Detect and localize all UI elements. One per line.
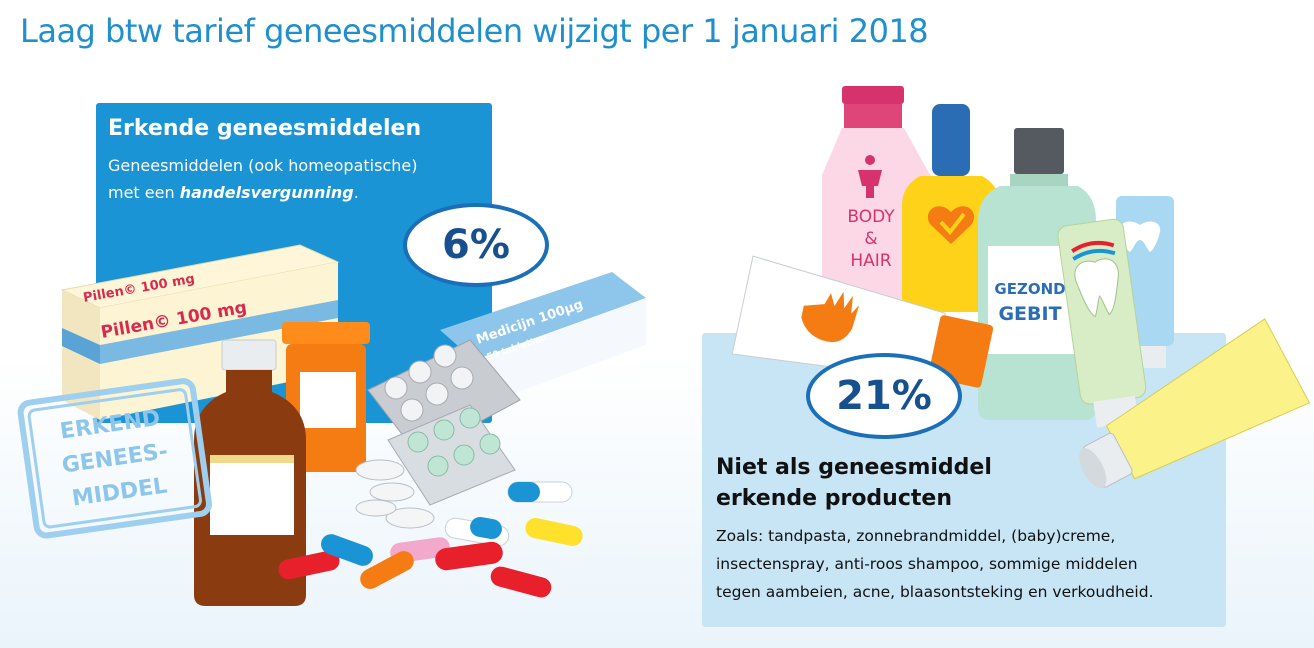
mouthwash-label-line-1: GEZOND	[994, 280, 1065, 298]
bottle-label-line-2: &	[864, 229, 877, 249]
pill-box-illustration: Pillen© 100 mg Pillen© 100 mg	[60, 244, 340, 420]
right-desc-line-2: insectenspray, anti-roos shampoo, sommig…	[716, 555, 1138, 573]
desc-line-2-suffix: .	[353, 183, 359, 202]
non-medicine-products-heading: Niet als geneesmiddel erkende producten	[716, 452, 1096, 514]
toothpaste-tube-illustration	[1057, 218, 1147, 428]
heading-line-1: Niet als geneesmiddel	[716, 455, 992, 480]
bottle-label-line-3: HAIR	[850, 251, 891, 271]
non-medicine-products-description: Zoals: tandpasta, zonnebrandmiddel, (bab…	[716, 522, 1226, 606]
medicine-box-illustration: Medicijn 100µg 50 tabletten	[440, 272, 646, 408]
desc-emphasis: handelsvergunning	[179, 183, 354, 202]
heading-line-2: erkende producten	[716, 486, 952, 511]
sunscreen-bottle-illustration	[902, 104, 1000, 312]
blister-pack-illustration	[367, 339, 521, 506]
yellow-cream-tube-illustration	[1079, 318, 1311, 489]
desc-line-2-prefix: met een	[108, 183, 180, 202]
right-desc-line-1: Zoals: tandpasta, zonnebrandmiddel, (bab…	[716, 527, 1116, 545]
stamp-line-2: GENEES-	[60, 439, 169, 479]
high-vat-rate-badge: 21%	[806, 353, 962, 439]
right-desc-line-3: tegen aambeien, acne, blaasontsteking en…	[716, 583, 1154, 601]
mouthwash-label-line-2: GEBIT	[998, 303, 1061, 325]
recognized-medicines-heading: Erkende geneesmiddelen	[108, 116, 422, 141]
stamp-line-1: ERKEND	[59, 406, 162, 445]
desc-line-1: Geneesmiddelen (ook homeopatische)	[108, 156, 418, 175]
syrup-bottle-illustration	[194, 339, 306, 606]
low-vat-rate-badge: 6%	[403, 203, 549, 287]
stamp-line-3: MIDDEL	[71, 473, 169, 511]
capsules-illustration	[278, 459, 583, 598]
recognized-medicines-description: Geneesmiddelen (ook homeopatische) met e…	[108, 152, 488, 206]
bottle-label-line-1: BODY	[847, 207, 895, 227]
page-title: Laag btw tarief geneesmiddelen wijzigt p…	[20, 12, 929, 50]
